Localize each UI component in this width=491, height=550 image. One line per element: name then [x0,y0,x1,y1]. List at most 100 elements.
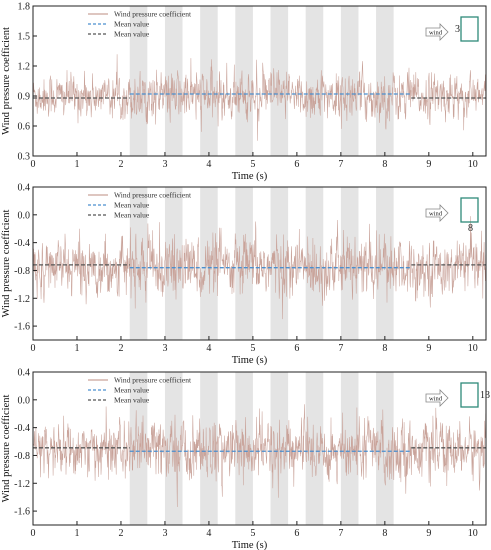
y-tick-label: 0.6 [18,122,31,133]
wind-arrow-icon [425,23,449,41]
x-tick-label: 5 [250,343,255,354]
chart-panel-2: 0 1 2 3 4 5 6 7 8 9 10 0.4 0.0 -0.4 -0.8 -1.2 -1.6 Time (… [1,183,487,366]
x-tick-label: 3 [162,343,167,354]
legend-entry: Mean value [114,211,150,220]
shaded-band [270,187,289,340]
chart-panel-1: 0 1 2 3 4 5 6 7 8 9 10 0.3 0.6 0.9 1.2 1.5 1.8 Time (s) Wi… [1,2,487,182]
x-tick-label: 6 [294,159,299,170]
x-tick-label: 7 [338,159,343,170]
y-tick-label: 1.2 [18,62,31,73]
y-tick-label: -0.4 [14,423,30,434]
legend-entry: Mean value [114,396,150,405]
y-tick-label: -0.8 [14,266,30,277]
x-tick-label: 8 [382,343,387,354]
wind-label: wind [429,30,443,37]
x-tick-label: 0 [31,159,36,170]
shaded-band [235,187,253,340]
plot-frame [32,5,487,157]
shaded-band [340,6,359,156]
shaded-band [164,372,183,525]
x-tick-label: 10 [468,528,478,539]
x-tick-label: 2 [118,159,123,170]
x-tick-label: 2 [118,343,123,354]
legend-entry: Wind pressure coefficient [114,191,192,200]
x-axis-label: Time (s) [232,540,268,550]
y-axis-label: Wind pressure coefficient [1,394,12,502]
building-outline [460,16,479,42]
pressure-tap-label: 13 [480,390,490,401]
y-tick-label: -1.2 [14,294,30,305]
x-tick-label: 1 [74,159,79,170]
shaded-band [376,372,394,525]
wind-arrow-icon [425,389,449,407]
x-tick-label: 8 [382,159,387,170]
shaded-band [164,6,183,156]
wind-arrow-icon [425,204,449,222]
x-tick-label: 7 [338,343,343,354]
building-outline [460,197,479,223]
x-tick-label: 3 [162,528,167,539]
legend-entry: Mean value [114,386,150,395]
shaded-band [235,6,253,156]
x-tick-label: 7 [338,528,343,539]
building-outline [460,382,479,408]
x-tick-label: 4 [206,528,211,539]
x-tick-label: 9 [426,528,431,539]
legend-entry: Wind pressure coefficient [114,10,192,19]
legend-entry: Wind pressure coefficient [114,376,192,385]
wind-pressure-series [32,54,487,141]
x-tick-label: 6 [294,343,299,354]
x-axis-label: Time (s) [232,171,268,182]
y-axis-label: Wind pressure coefficient [1,27,12,135]
shaded-band [305,372,324,525]
wind-pressure-series [32,216,487,320]
y-tick-label: 1.5 [18,32,31,43]
x-tick-label: 10 [468,159,478,170]
x-tick-label: 4 [206,343,211,354]
y-tick-label: 0.0 [18,210,31,221]
shaded-band [129,372,148,525]
wind-label: wind [429,211,443,218]
y-tick-label: 0.3 [18,152,31,163]
x-tick-label: 1 [74,343,79,354]
x-tick-label: 3 [162,159,167,170]
y-tick-label: -1.2 [14,479,30,490]
y-tick-label: 0.4 [18,368,31,379]
x-tick-label: 10 [468,343,478,354]
chart-panel-3: 0 1 2 3 4 5 6 7 8 9 10 0.4 0.0 -0.4 -0.8 -1.2 -1.6 Time (… [1,368,490,550]
legend-entry: Mean value [114,30,150,39]
wind-label: wind [429,396,443,403]
x-tick-label: 5 [250,159,255,170]
pressure-tap-label: 8 [468,223,473,234]
y-tick-label: -1.6 [14,507,30,518]
y-tick-label: 0.4 [18,183,31,194]
y-axis-label: Wind pressure coefficient [1,209,12,317]
pressure-tap-label: 3 [455,24,460,35]
x-tick-label: 0 [31,343,36,354]
x-axis-label: Time (s) [232,355,268,366]
x-tick-label: 5 [250,528,255,539]
shaded-band [340,187,359,340]
shaded-band [200,6,218,156]
legend-entry: Mean value [114,20,150,29]
y-tick-label: -0.4 [14,238,30,249]
x-tick-label: 9 [426,343,431,354]
shaded-band [129,6,148,156]
x-tick-label: 1 [74,528,79,539]
y-tick-label: 0.0 [18,395,31,406]
plot-frame [32,186,487,341]
x-tick-label: 4 [206,159,211,170]
plot-frame [32,371,487,526]
x-tick-label: 6 [294,528,299,539]
y-tick-label: -0.8 [14,451,30,462]
y-tick-label: -1.6 [14,322,30,333]
x-tick-label: 0 [31,528,36,539]
y-tick-label: 0.9 [18,92,31,103]
shaded-band [200,187,218,340]
shaded-band [305,6,324,156]
legend-entry: Mean value [114,201,150,210]
x-tick-label: 8 [382,528,387,539]
x-tick-label: 2 [118,528,123,539]
shaded-band [129,187,148,340]
